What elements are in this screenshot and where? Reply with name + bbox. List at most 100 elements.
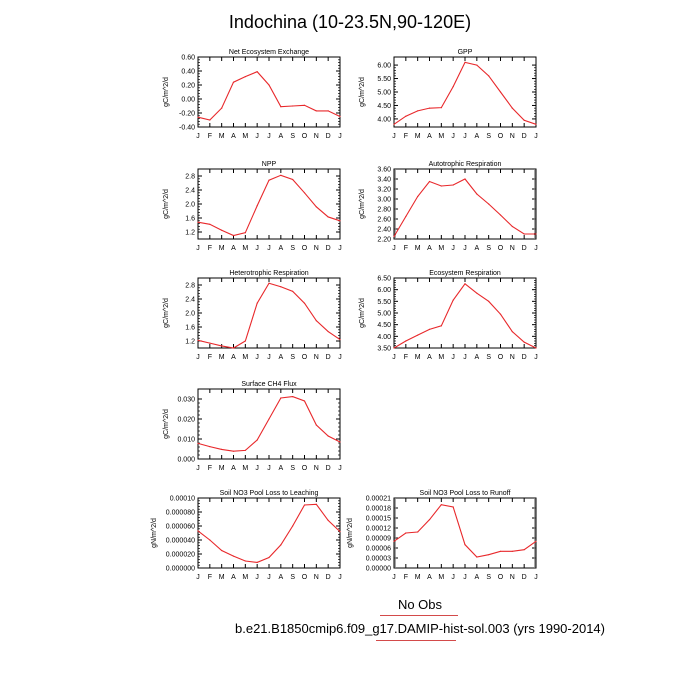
y-tick-label: 4.50 [377,322,391,329]
data-point [417,531,419,533]
y-axis-label: gC/m^2/d [359,298,366,328]
chart-title: Autotrophic Respiration [429,161,502,168]
data-point [440,504,442,506]
y-tick-label: 5.50 [377,76,391,83]
y-tick-label: 4.50 [377,103,391,110]
x-tick-label: J [267,354,271,361]
data-point [303,504,306,506]
y-tick-label: 2.20 [377,237,391,244]
data-point [232,347,235,349]
x-tick-label: A [231,574,236,581]
x-tick-label: D [326,354,331,361]
x-tick-label: N [510,574,515,581]
y-tick-label: 0.000000 [166,566,195,573]
x-tick-label: J [392,354,396,361]
data-point [476,64,478,66]
data-point [523,341,525,343]
y-axis-label: gN/m^2/d [151,518,158,548]
x-tick-label: D [326,133,331,140]
data-point [244,232,246,234]
x-tick-label: S [486,574,491,581]
x-tick-label: M [438,133,444,140]
x-tick-label: A [231,465,236,472]
data-point [315,110,317,112]
x-tick-label: M [242,245,248,252]
y-tick-label: 3.60 [377,167,391,174]
data-point [327,519,329,522]
x-tick-label: J [338,465,342,472]
y-tick-label: 3.50 [377,346,391,353]
x-tick-label: J [392,245,396,252]
data-point [268,556,270,559]
data-point [428,519,431,521]
x-tick-label: S [290,574,295,581]
chart-title: Soil NO3 Pool Loss to Leaching [220,490,319,497]
data-point [405,215,407,218]
data-point [488,300,490,302]
x-tick-label: A [278,574,283,581]
x-tick-label: J [338,574,342,581]
x-tick-label: A [474,245,479,252]
data-point [268,84,270,86]
chart-panel-5: Heterotrophic Respiration gC/m^2/d 1.2 1.6 2… [163,270,342,361]
data-point [197,339,199,341]
data-point [327,435,329,437]
data-point [488,203,490,205]
x-tick-label: A [474,133,479,140]
x-tick-label: J [463,245,467,252]
x-tick-label: N [314,245,319,252]
data-point [339,220,341,222]
x-tick-label: J [267,465,271,472]
data-point [209,446,211,448]
data-point [476,556,478,558]
series-line [197,71,341,121]
data-point [327,110,329,112]
data-point [256,71,258,73]
data-point [197,442,199,444]
data-point [315,320,317,322]
data-point [268,418,270,420]
data-point [268,179,270,181]
data-point [464,283,466,285]
data-point [499,91,502,93]
data-point [327,330,329,333]
y-tick-label: 0.000020 [166,552,195,559]
data-point [417,334,419,336]
data-point [221,107,223,109]
x-tick-label: N [510,133,515,140]
x-tick-label: J [255,245,259,252]
x-tick-label: N [510,354,515,361]
data-point [393,123,395,125]
x-tick-label: D [326,465,331,472]
x-tick-label: J [463,574,467,581]
y-tick-label: 3.00 [377,197,391,204]
y-tick-label: 0.00003 [366,556,391,563]
data-point [499,313,502,315]
series-line [197,503,341,563]
data-point [209,342,211,344]
x-tick-label: M [415,245,421,252]
x-tick-label: J [534,245,538,252]
x-tick-label: N [314,133,319,140]
x-tick-label: D [522,354,527,361]
x-tick-label: N [314,354,319,361]
y-tick-label: 6.00 [377,287,391,294]
x-tick-label: J [534,354,538,361]
chart-title: Ecosystem Respiration [429,270,501,277]
data-point [256,561,258,564]
data-point [232,555,235,557]
data-point [280,286,282,288]
data-point [464,544,466,546]
chart-title: NPP [262,161,277,168]
data-point [339,441,341,443]
x-tick-label: O [498,574,504,581]
y-tick-label: 0.00012 [366,526,391,533]
y-tick-label: 4.00 [377,334,391,341]
y-tick-label: 1.6 [185,325,195,332]
data-point [405,532,407,534]
data-point [315,424,317,426]
x-tick-label: M [219,133,225,140]
series-line [393,283,537,349]
